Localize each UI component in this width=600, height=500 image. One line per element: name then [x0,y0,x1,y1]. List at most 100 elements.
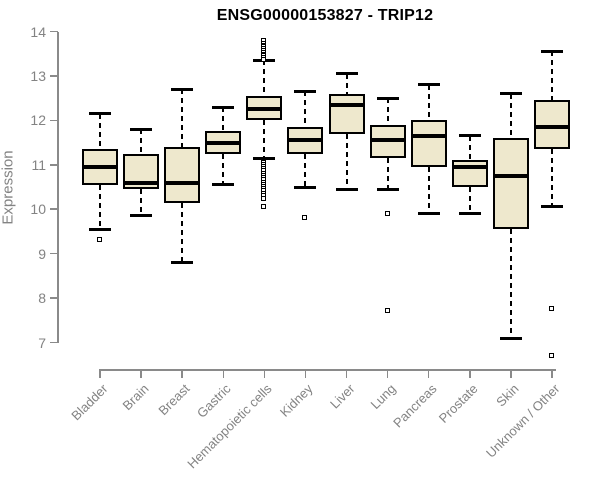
x-axis-tick [510,370,512,378]
whisker-lower [99,184,101,230]
outlier-point [548,352,554,358]
median-line [451,165,488,169]
y-tick-label: 8 [38,290,46,307]
x-axis-tick [345,370,348,378]
y-tick-label: 9 [38,245,46,262]
whisker-lower [468,187,471,214]
median-line [205,140,242,145]
y-axis-label: Expression [0,150,17,225]
chart-title: ENSG00000153827 - TRIP12 [216,7,434,24]
whisker-lower [222,153,225,185]
whisker-lower [263,120,266,159]
median-line [533,125,570,130]
x-axis-line [99,369,556,371]
whisker-lower [509,229,512,339]
whisker-cap-upper [540,49,563,53]
whisker-lower [181,202,184,263]
whisker-cap-lower [417,212,440,216]
whisker-cap-upper [294,89,317,93]
y-tick-label: 11 [31,156,46,173]
whisker-cap-upper [212,105,235,109]
whisker-cap-upper [376,96,399,100]
box-liver [328,93,365,134]
whisker-cap-upper [89,112,111,116]
outlier-point [261,195,267,201]
box-unknown-other [533,100,570,150]
whisker-upper [468,135,471,161]
box-breast [164,147,201,203]
x-axis-tick [427,370,430,378]
whisker-lower [304,153,307,187]
whisker-upper [222,107,225,132]
median-line [410,133,447,138]
whisker-cap-upper [130,127,153,131]
outlier-point [384,308,390,314]
median-line [82,165,118,169]
median-line [123,180,160,185]
y-tick-label: 14 [30,23,46,40]
whisker-upper [181,89,184,147]
whisker-lower [140,189,143,216]
box-prostate [451,160,488,187]
whisker-cap-lower [89,227,111,231]
y-axis-tick [50,164,58,166]
whisker-cap-upper [171,87,194,91]
whisker-cap-lower [335,187,358,191]
whisker-lower [386,158,389,190]
whisker-lower [345,133,348,190]
whisker-cap-lower [294,185,317,189]
y-axis-tick [50,119,58,122]
median-line [369,138,406,143]
whisker-cap-lower [458,212,481,216]
outlier-point [302,215,308,221]
whisker-upper [99,113,101,150]
whisker-cap-upper [335,72,358,76]
median-line [492,173,529,178]
outlier-point [548,306,554,312]
y-tick-label: 13 [30,67,46,84]
whisker-cap-lower [499,336,522,340]
whisker-upper [140,129,143,154]
x-axis-tick [263,370,266,378]
whisker-upper [263,60,266,96]
y-tick-label: 12 [30,112,46,129]
y-tick-label: 10 [30,201,46,218]
median-line [246,107,283,112]
whisker-upper [509,93,512,139]
x-axis-tick [304,370,307,378]
outlier-point [97,237,102,243]
outlier-point [384,210,390,216]
whisker-upper [550,51,553,101]
x-axis-tick [551,370,553,378]
x-axis-tick [99,370,101,378]
y-axis-tick [50,208,58,210]
whisker-lower [427,167,430,214]
y-axis-tick [50,30,58,33]
median-line [287,138,324,143]
y-tick-label: 7 [38,334,46,351]
median-line [164,180,201,185]
y-axis-tick [50,297,58,299]
y-axis-tick [50,341,58,344]
x-axis-tick [140,370,142,378]
y-axis-line [57,31,59,343]
x-tick-label: Unknown / Other [483,381,563,461]
whisker-upper [304,91,307,127]
median-line [328,102,365,107]
whisker-cap-upper [417,83,440,87]
whisker-cap-lower [212,183,235,187]
x-axis-tick [181,370,183,378]
y-axis-tick [50,252,58,255]
whisker-cap-lower [253,156,276,160]
whisker-cap-lower [376,187,399,191]
whisker-cap-upper [458,134,481,138]
whisker-upper [427,84,430,121]
x-axis-tick [222,370,225,378]
whisker-cap-lower [540,205,563,209]
whisker-upper [386,98,389,125]
x-axis-tick [469,370,471,378]
whisker-upper [345,73,348,94]
x-axis-tick [386,370,389,378]
box-skin [492,138,529,230]
